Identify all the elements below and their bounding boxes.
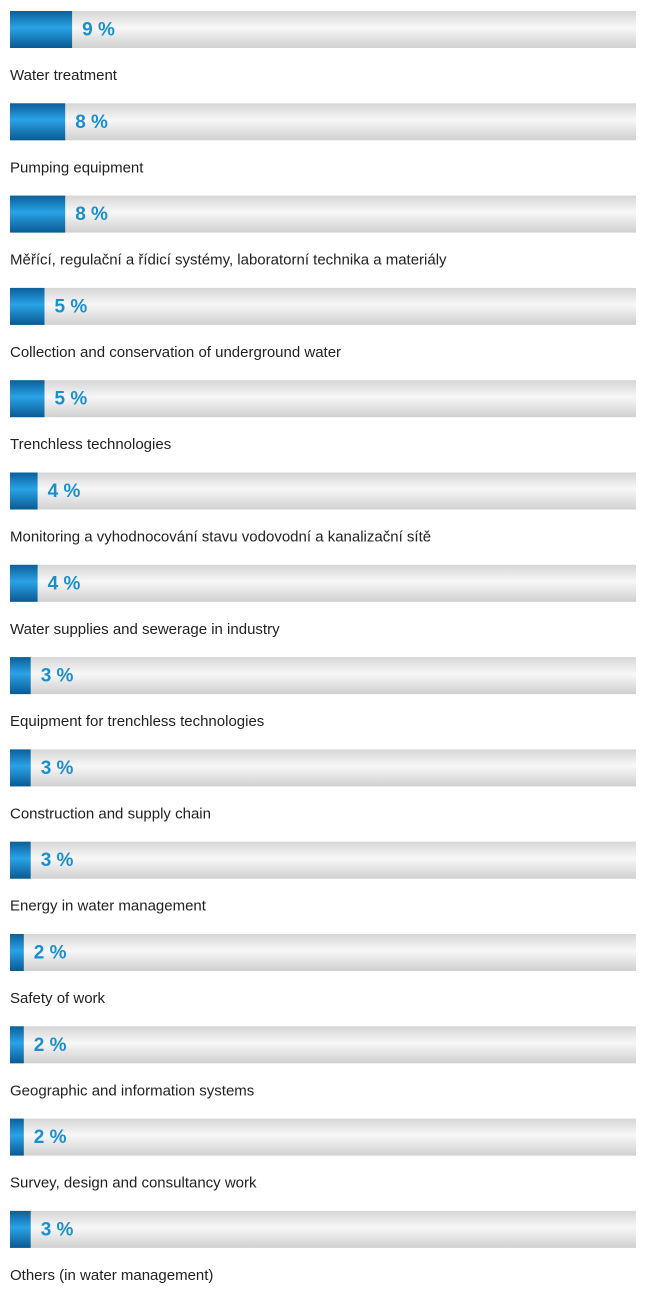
- value-label: 3 %: [41, 758, 74, 779]
- category-label: Trenchless technologies: [10, 436, 171, 453]
- bar-track: [10, 11, 636, 48]
- value-label: 8 %: [75, 112, 108, 133]
- value-label: 2 %: [34, 1127, 67, 1148]
- bar-track: [10, 472, 636, 510]
- bar-track: [10, 1026, 636, 1064]
- bar-track: [10, 195, 636, 233]
- value-label: 2 %: [34, 943, 67, 964]
- bar: [10, 103, 66, 141]
- category-label: Collection and conservation of undergrou…: [10, 344, 341, 361]
- value-label: 5 %: [55, 296, 88, 317]
- category-label: Měřící, regulační a řídicí systémy, labo…: [10, 252, 447, 269]
- bar: [10, 841, 31, 879]
- bar-track: [10, 657, 636, 695]
- bar: [10, 1118, 24, 1156]
- category-label: Pumping equipment: [10, 159, 144, 176]
- bar: [10, 11, 73, 48]
- value-label: 5 %: [55, 389, 88, 410]
- category-label: Equipment for trenchless technologies: [10, 713, 264, 730]
- category-label: Monitoring a vyhodnocování stavu vodovod…: [10, 528, 431, 545]
- value-label: 2 %: [34, 1035, 67, 1056]
- bar: [10, 287, 45, 325]
- bar-track: [10, 841, 636, 879]
- category-label: Geographic and information systems: [10, 1082, 254, 1099]
- value-label: 8 %: [75, 204, 108, 225]
- bar: [10, 380, 45, 418]
- category-label: Others (in water management): [10, 1267, 213, 1284]
- bar-track: [10, 287, 636, 325]
- bar-track: [10, 1118, 636, 1156]
- value-label: 9 %: [82, 20, 115, 41]
- bar: [10, 934, 24, 971]
- bar-track: [10, 564, 636, 602]
- bar: [10, 564, 38, 602]
- bar: [10, 1026, 24, 1064]
- bar-track: [10, 934, 636, 971]
- value-label: 4 %: [48, 481, 81, 502]
- category-label: Water treatment: [10, 67, 118, 84]
- category-label: Survey, design and consultancy work: [10, 1175, 257, 1192]
- value-label: 3 %: [41, 1219, 74, 1240]
- category-label: Energy in water management: [10, 898, 207, 915]
- bar: [10, 657, 31, 695]
- bar: [10, 195, 66, 233]
- bar: [10, 472, 38, 510]
- bar-track: [10, 103, 636, 141]
- bar: [10, 749, 31, 787]
- bar: [10, 1210, 31, 1248]
- bar-track: [10, 749, 636, 787]
- category-label: Construction and supply chain: [10, 805, 211, 822]
- category-label: Safety of work: [10, 990, 106, 1007]
- value-label: 3 %: [41, 850, 74, 871]
- bar-track: [10, 1210, 636, 1248]
- bar-track: [10, 380, 636, 418]
- category-label: Water supplies and sewerage in industry: [10, 621, 280, 638]
- value-label: 3 %: [41, 666, 74, 687]
- value-label: 4 %: [48, 573, 81, 594]
